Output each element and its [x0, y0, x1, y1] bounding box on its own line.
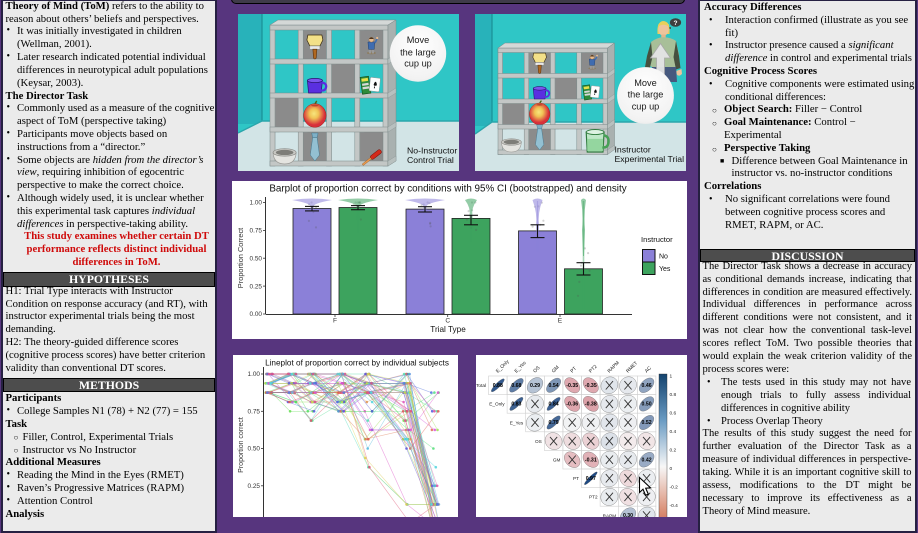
svg-text:-0.35: -0.35	[566, 383, 578, 389]
svg-text:0.00: 0.00	[250, 311, 263, 318]
svg-text:0.50: 0.50	[248, 446, 261, 453]
svg-text:F: F	[333, 318, 337, 325]
svg-text:0.50: 0.50	[250, 256, 263, 263]
svg-text:No-Instructor: No-Instructor	[407, 146, 457, 156]
svg-text:OS: OS	[535, 439, 542, 444]
svg-text:0.97: 0.97	[586, 476, 596, 482]
svg-text:Yes: Yes	[659, 266, 671, 273]
svg-text:1.00: 1.00	[248, 371, 261, 378]
svg-text:0.79: 0.79	[549, 420, 559, 426]
svg-text:PT2: PT2	[588, 364, 599, 375]
svg-text:Move: Move	[634, 78, 656, 88]
svg-text:0.6: 0.6	[670, 411, 677, 417]
svg-text:Lineplot of proportion correct: Lineplot of proportion correct by indivi…	[265, 359, 449, 368]
svg-text:PT: PT	[569, 366, 578, 375]
svg-text:Barplot of proportion correct: Barplot of proportion correct by conditi…	[269, 184, 626, 195]
svg-text:0.54: 0.54	[549, 383, 559, 389]
svg-text:0.50: 0.50	[642, 402, 652, 408]
svg-text:-0.2: -0.2	[670, 485, 679, 491]
svg-text:0.83: 0.83	[511, 402, 521, 408]
svg-text:0.42: 0.42	[642, 457, 652, 463]
svg-text:C: C	[445, 318, 450, 325]
svg-text:-0.35: -0.35	[585, 383, 597, 389]
svg-text:-0.31: -0.31	[585, 457, 597, 463]
svg-text:cup up: cup up	[632, 101, 660, 111]
svg-text:0.68: 0.68	[511, 383, 521, 389]
svg-text:Instructor: Instructor	[641, 235, 673, 244]
svg-text:No: No	[659, 254, 668, 261]
svg-text:RAPM: RAPM	[603, 513, 617, 517]
svg-text:0.29: 0.29	[530, 383, 540, 389]
svg-text:0.75: 0.75	[250, 228, 263, 235]
svg-text:-0.38: -0.38	[585, 402, 597, 408]
svg-text:-0.36: -0.36	[566, 402, 578, 408]
svg-text:the large: the large	[400, 47, 436, 57]
svg-text:0.88: 0.88	[493, 383, 503, 389]
svg-text:0.25: 0.25	[248, 483, 261, 490]
svg-text:0.75: 0.75	[248, 409, 261, 416]
svg-text:Instructor: Instructor	[615, 145, 651, 155]
svg-text:PT: PT	[573, 476, 579, 481]
svg-text:AC: AC	[644, 365, 653, 374]
svg-text:0.52: 0.52	[642, 420, 652, 426]
svg-text:1: 1	[670, 374, 673, 380]
svg-text:0.30: 0.30	[623, 513, 633, 517]
svg-text:0.8: 0.8	[670, 392, 677, 398]
svg-text:PT2: PT2	[589, 495, 598, 500]
svg-text:Proportion Correct: Proportion Correct	[236, 228, 245, 288]
svg-text:1.00: 1.00	[250, 200, 263, 207]
svg-text:Move: Move	[407, 35, 429, 45]
svg-text:0.46: 0.46	[642, 383, 652, 389]
svg-text:cup up: cup up	[404, 59, 432, 69]
svg-text:0: 0	[670, 466, 673, 472]
svg-text:Proportion correct: Proportion correct	[238, 417, 245, 473]
svg-text:GM: GM	[551, 365, 561, 375]
svg-text:E: E	[558, 318, 563, 325]
svg-text:Trial Type: Trial Type	[430, 325, 466, 334]
svg-text:OS: OS	[532, 365, 542, 375]
svg-text:the large: the large	[628, 90, 664, 100]
svg-text:E_Yes: E_Yes	[510, 420, 524, 425]
svg-text:GM: GM	[553, 458, 561, 463]
svg-text:Total: Total	[476, 383, 486, 388]
svg-text:Control Trial: Control Trial	[407, 155, 454, 165]
svg-text:Experimental Trial: Experimental Trial	[615, 154, 685, 164]
svg-text:0.4: 0.4	[670, 429, 677, 435]
svg-text:-0.4: -0.4	[670, 503, 679, 509]
svg-text:0.25: 0.25	[250, 283, 263, 290]
svg-text:0.2: 0.2	[670, 448, 677, 454]
svg-text:0.84: 0.84	[549, 402, 559, 408]
svg-text:?: ?	[673, 20, 677, 27]
svg-text:E_Only: E_Only	[489, 402, 505, 407]
